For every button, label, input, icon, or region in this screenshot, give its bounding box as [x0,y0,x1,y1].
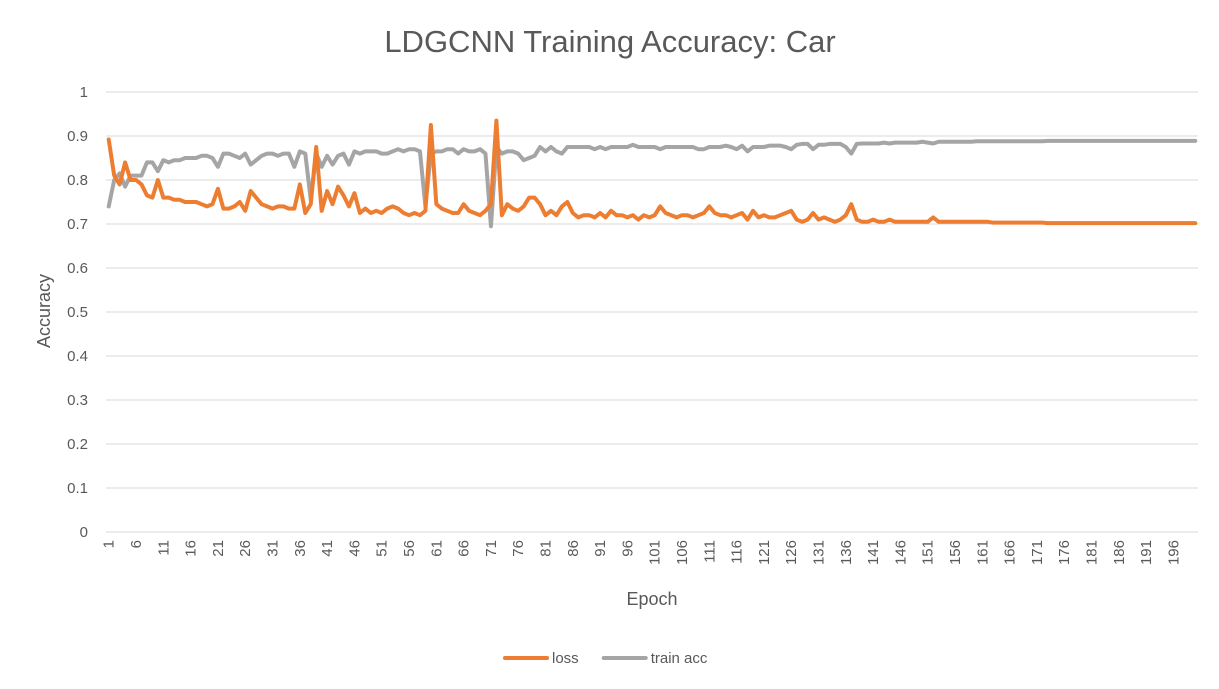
x-tick-label: 146 [892,540,909,565]
x-tick-label: 16 [183,540,200,557]
x-tick-label: 21 [210,540,227,557]
x-tick-label: 176 [1056,540,1073,565]
y-tick-label: 0.6 [67,260,88,277]
x-tick-label: 136 [838,540,855,565]
y-tick-label: 0.7 [67,216,88,233]
legend-label-loss: loss [552,650,579,667]
y-axis-label: Accuracy [34,274,54,348]
x-tick-label: 1 [101,540,118,548]
x-tick-label: 66 [456,540,473,557]
chart-title: LDGCNN Training Accuracy: Car [384,24,835,59]
x-tick-label: 81 [538,540,555,557]
x-tick-label: 91 [592,540,609,557]
x-tick-label: 86 [565,540,582,557]
x-tick-label: 71 [483,540,500,557]
y-tick-label: 0.5 [67,304,88,321]
x-tick-label: 96 [619,540,636,557]
x-tick-label: 161 [974,540,991,565]
x-axis-ticks: 1 6 11 16 21 26 31 36 41 46 51 56 61 66 71 76 81 86 91 96 10… [101,540,1183,565]
gridlines [106,91,1198,533]
series-lines [106,118,1198,229]
x-tick-label: 126 [783,540,800,565]
legend: loss train acc [503,650,708,667]
y-tick-label: 0 [80,524,88,541]
y-tick-label: 0.9 [67,128,88,145]
x-tick-label: 76 [510,540,527,557]
y-tick-label: 0.8 [67,172,88,189]
y-tick-label: 0.2 [67,436,88,453]
x-tick-label: 141 [865,540,882,565]
y-tick-label: 0.4 [67,348,88,365]
x-tick-label: 181 [1084,540,1101,565]
x-tick-label: 11 [155,540,172,556]
series-line-loss [106,118,1198,226]
x-tick-label: 101 [647,540,664,565]
y-tick-label: 1 [80,84,88,101]
x-tick-label: 131 [811,540,828,565]
x-tick-label: 121 [756,540,773,565]
x-tick-label: 46 [346,540,363,557]
x-tick-label: 36 [292,540,309,557]
x-tick-label: 31 [265,540,282,557]
x-tick-label: 6 [128,540,145,548]
x-tick-label: 116 [729,540,746,564]
series-line-train-acc [106,138,1198,229]
x-tick-label: 166 [1002,540,1019,565]
x-tick-label: 26 [237,540,254,557]
x-tick-label: 61 [428,540,445,557]
y-axis-ticks: 0 0.1 0.2 0.3 0.4 0.5 0.6 0.7 0.8 0.9 1 [67,84,88,541]
x-tick-label: 111 [701,540,718,563]
y-tick-label: 0.3 [67,392,88,409]
x-tick-label: 171 [1029,540,1046,565]
x-tick-label: 151 [920,540,937,565]
legend-label-train-acc: train acc [651,650,708,667]
x-tick-label: 156 [947,540,964,565]
x-axis-label: Epoch [626,589,677,609]
x-tick-label: 196 [1165,540,1182,565]
y-tick-label: 0.1 [67,480,88,497]
x-tick-label: 41 [319,540,336,557]
x-tick-label: 106 [674,540,691,565]
x-tick-label: 51 [374,540,391,557]
x-tick-label: 186 [1111,540,1128,565]
x-tick-label: 191 [1138,540,1155,565]
x-tick-label: 56 [401,540,418,557]
